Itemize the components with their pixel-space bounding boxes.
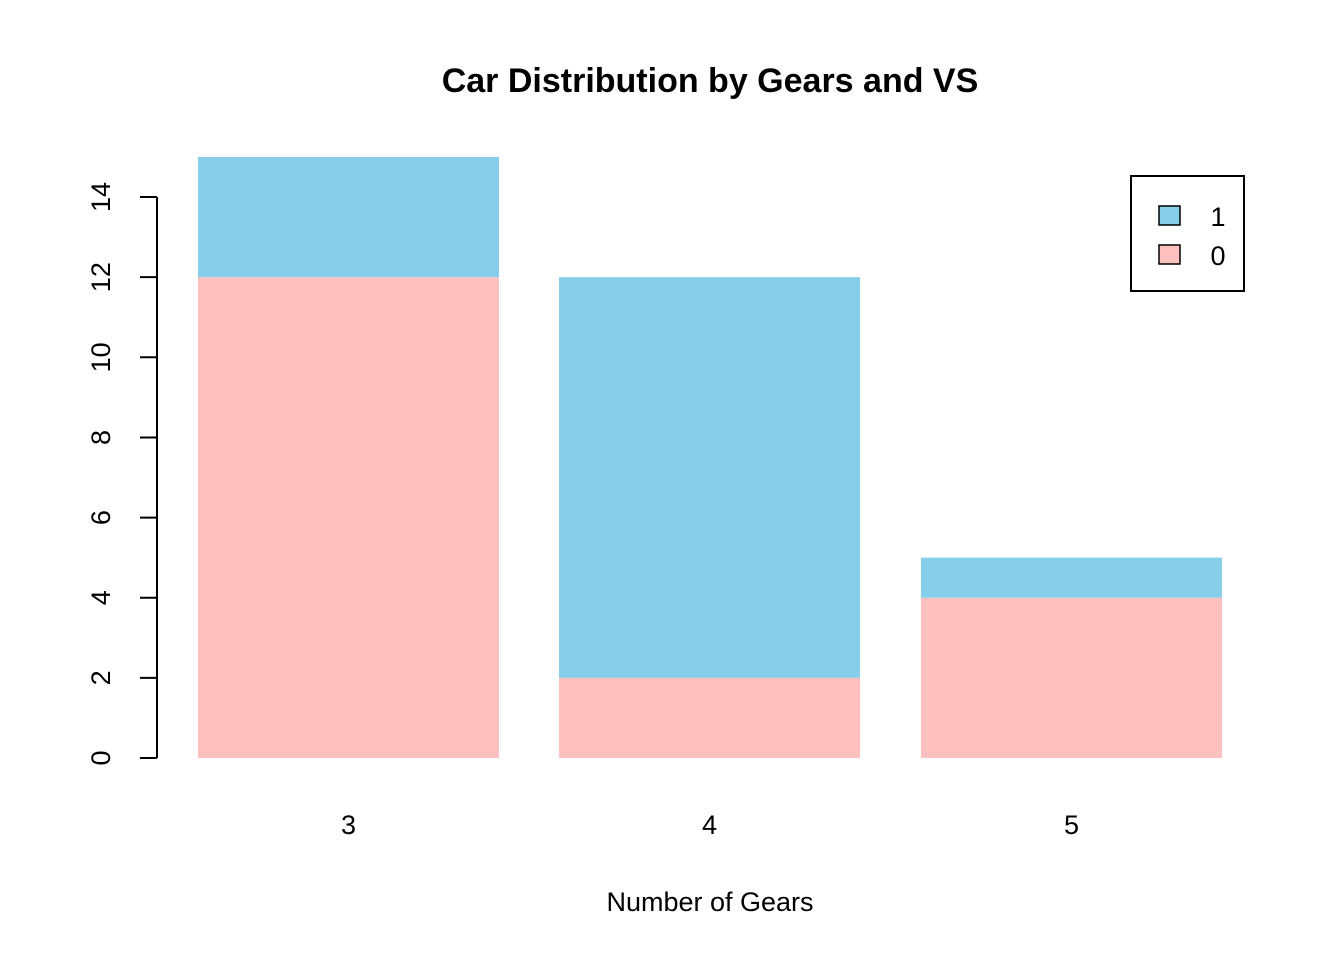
- y-tick-label-10: 10: [86, 342, 116, 372]
- x-tick-labels: 3 4 5: [341, 810, 1079, 840]
- bar-gear-5-vs-1: [921, 557, 1222, 598]
- legend-box: [1130, 175, 1245, 292]
- bar-gear-5-vs-0: [921, 597, 1222, 758]
- bar-gear-3-vs-1: [198, 156, 499, 278]
- legend-swatch-1: [1158, 205, 1181, 226]
- legend: 10: [1130, 175, 1245, 292]
- y-tick-label-2: 2: [86, 670, 116, 685]
- bar-gear-3-vs-0: [198, 277, 499, 758]
- legend-label-0: 0: [1210, 241, 1225, 271]
- y-tick-label-0: 0: [86, 750, 116, 765]
- y-tick-label-8: 8: [86, 430, 116, 445]
- x-tick-label-3: 3: [341, 810, 356, 840]
- y-tick-label-4: 4: [86, 590, 116, 605]
- y-tick-label-6: 6: [86, 510, 116, 525]
- y-tick-label-14: 14: [86, 182, 116, 212]
- chart-title: Car Distribution by Gears and VS: [442, 62, 979, 100]
- bar-gear-4-vs-1: [559, 277, 860, 678]
- y-axis: 0 2 4 6 8 10 12 14: [86, 182, 158, 766]
- legend-label-1: 1: [1210, 202, 1225, 232]
- legend-swatch-0: [1158, 244, 1181, 265]
- x-tick-label-5: 5: [1064, 810, 1079, 840]
- bars-group: [198, 156, 1222, 758]
- y-tick-label-12: 12: [86, 262, 116, 292]
- x-tick-label-4: 4: [702, 810, 717, 840]
- bar-gear-4-vs-0: [559, 677, 860, 758]
- x-axis-label: Number of Gears: [606, 887, 813, 917]
